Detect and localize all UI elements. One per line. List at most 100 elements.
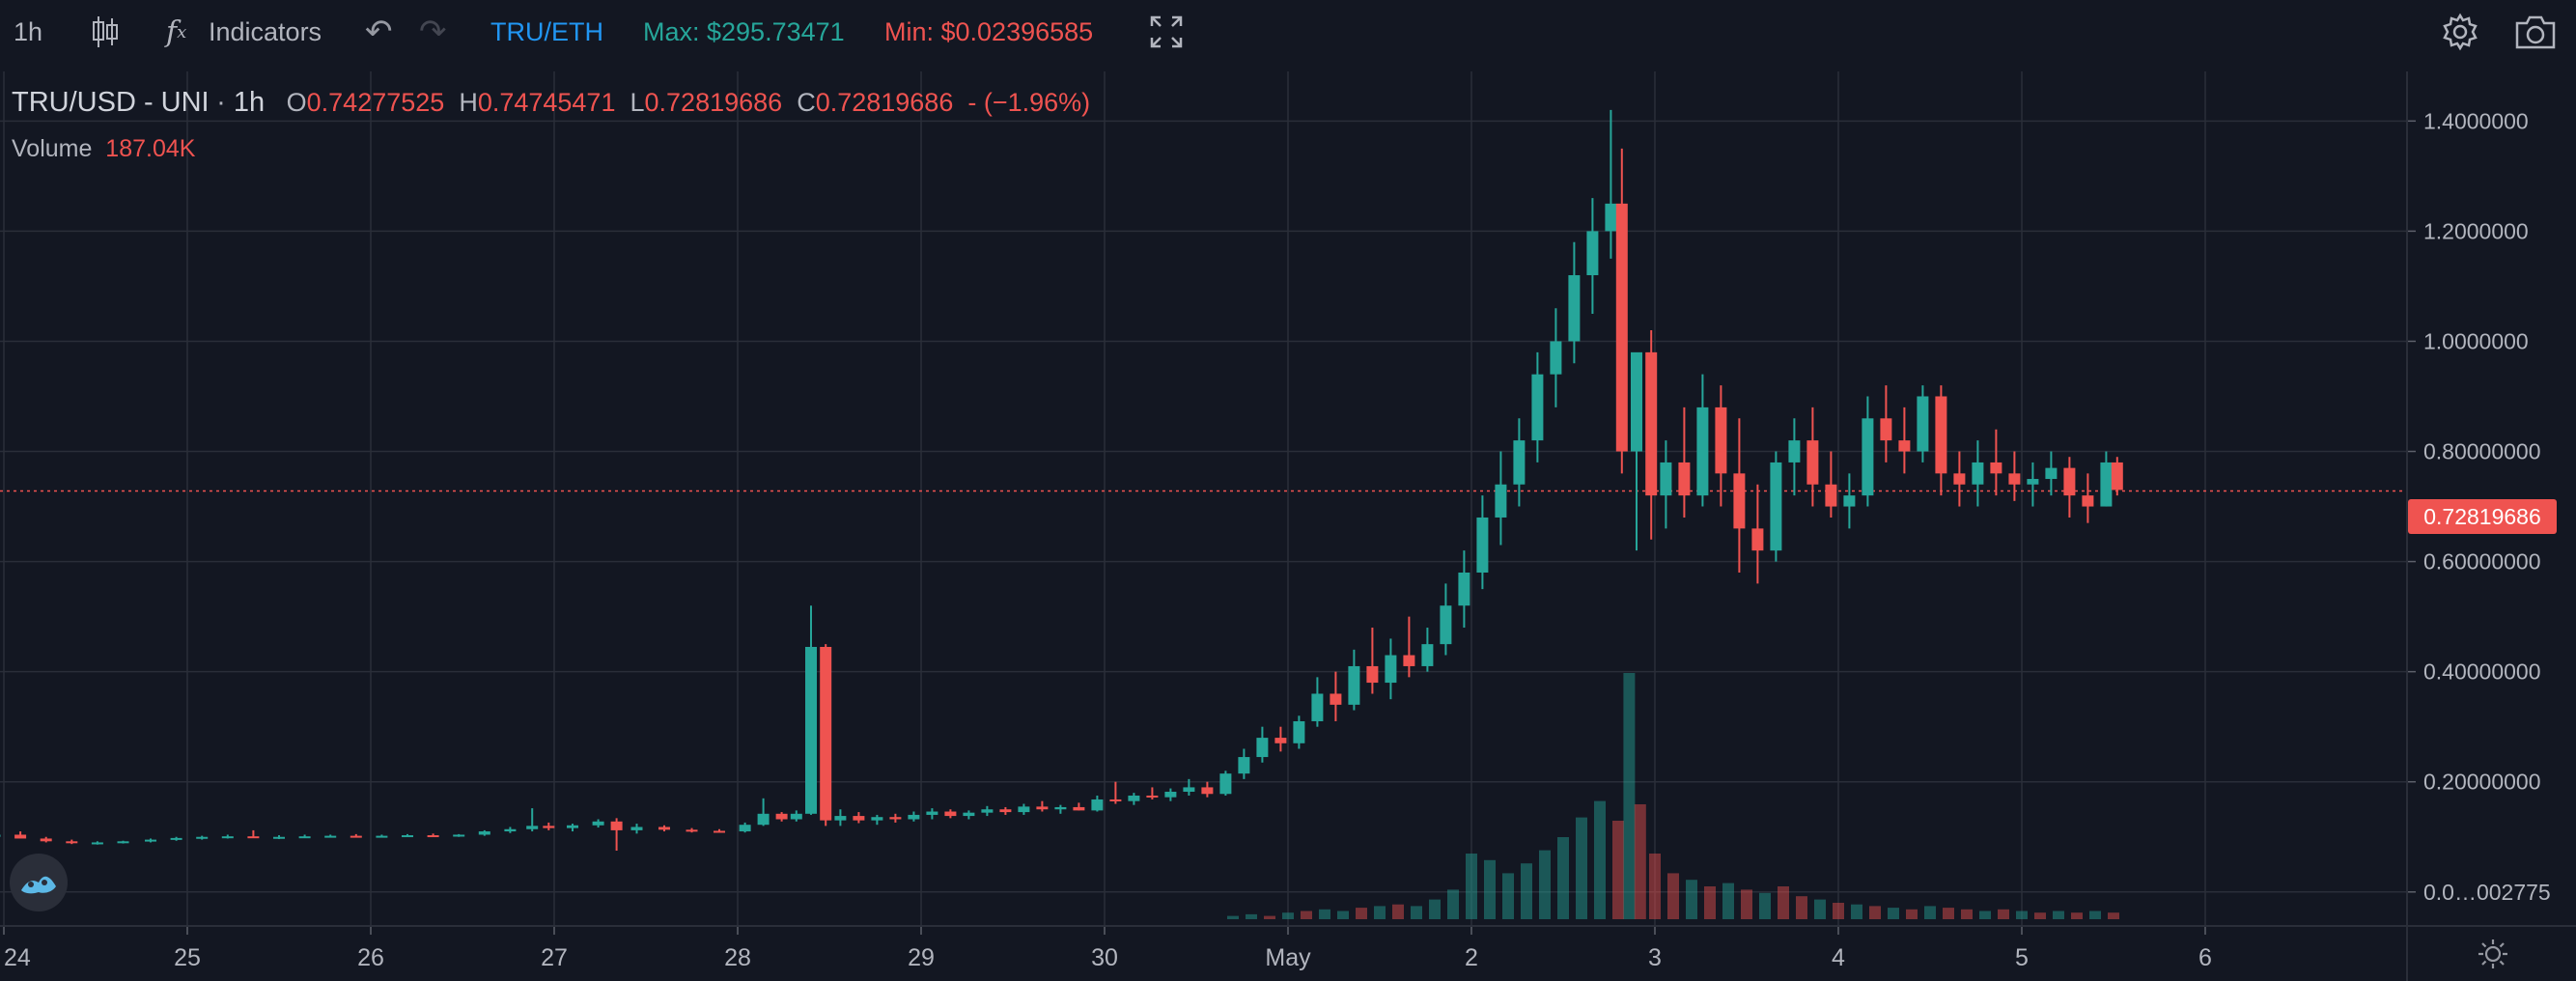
candle-body (1458, 572, 1470, 606)
fullscreen-icon[interactable] (1147, 14, 1186, 50)
candle-body (2111, 462, 2123, 490)
symbol-title[interactable]: TRU/USD - UNI (12, 87, 210, 118)
candle-body (1495, 484, 1507, 518)
max-label: Max: $295.73471 (643, 16, 845, 46)
time-tick-label: 29 (908, 944, 935, 971)
last-price-label: 0.72819686 (2408, 499, 2557, 534)
volume-bar (1576, 817, 1587, 919)
candle-body (1091, 799, 1104, 811)
volume-bar (1466, 854, 1477, 919)
candle-body (221, 836, 234, 839)
volume-bar (1392, 904, 1404, 919)
price-tick-label: 0.60000000 (2423, 549, 2541, 575)
price-chart[interactable] (0, 71, 2406, 925)
candle-body (1531, 374, 1544, 441)
volume-bar (1484, 859, 1496, 919)
candle-body (1972, 462, 1984, 485)
volume-bar (1869, 906, 1881, 919)
candle-body (790, 813, 802, 820)
volume-bar (1686, 880, 1697, 919)
candle-body (2027, 479, 2039, 485)
candle-body (889, 817, 902, 820)
candle-body (1660, 462, 1672, 496)
volume-bar (1704, 886, 1716, 919)
candle-body (871, 817, 883, 821)
volume-bar (1741, 889, 1752, 919)
volume-bar (1833, 903, 1844, 919)
candle-body (981, 809, 994, 813)
candle-body (1018, 806, 1030, 813)
candle-body (1476, 517, 1489, 573)
candle-body (2082, 495, 2094, 507)
candle-body (543, 826, 555, 828)
candle-body (1806, 440, 1819, 485)
volume-bar (1979, 911, 1991, 919)
candle-body (324, 835, 337, 838)
indicators-button[interactable]: Indicators (209, 16, 322, 46)
candle-body (1990, 462, 2002, 474)
interval-button[interactable]: 1h (14, 16, 43, 46)
min-label: Min: $0.02396585 (884, 16, 1094, 46)
open-label: O (286, 88, 307, 117)
candle-body (739, 825, 751, 832)
candle-body (0, 834, 1, 837)
candle-body (196, 836, 209, 839)
time-tick-label: 3 (1648, 944, 1662, 971)
candle-body (1513, 440, 1526, 485)
volume-bar (1924, 906, 1936, 919)
volume-bar (2053, 911, 2064, 919)
volume-bar (1612, 821, 1624, 919)
time-axis[interactable]: 24 25 26 27 28 29 30 May 2 3 4 5 6 (0, 925, 2406, 981)
undo-icon[interactable]: ↶ (365, 14, 393, 50)
candle-body (999, 809, 1012, 813)
candle-body (273, 836, 285, 839)
volume-bar (1301, 911, 1312, 919)
candle-body (1238, 757, 1250, 774)
candle-body (1550, 341, 1562, 375)
gear-icon[interactable] (2441, 13, 2479, 51)
candle-body (1770, 462, 1782, 551)
volume-bar (1557, 837, 1569, 919)
candle-body (1843, 495, 1856, 507)
time-tick-label: May (1265, 944, 1311, 971)
volume-bar (1264, 915, 1275, 919)
camera-icon[interactable] (2514, 14, 2557, 50)
candle-body (66, 841, 78, 844)
logo-icon[interactable] (10, 854, 68, 911)
time-tick-label: 25 (174, 944, 201, 971)
time-tick-label: 6 (2198, 944, 2212, 971)
candle-body (478, 831, 490, 835)
candle-body (14, 834, 27, 839)
candle-body (1645, 351, 1658, 496)
sun-icon (2478, 939, 2507, 968)
low-label: L (630, 88, 645, 117)
redo-icon[interactable]: ↷ (419, 14, 447, 50)
close-value: 0.72819686 (815, 88, 954, 117)
volume-bar (1337, 911, 1349, 919)
candle-body (1898, 440, 1911, 452)
volume-bar (1374, 906, 1386, 919)
compare-symbol[interactable]: TRU/ETH (490, 16, 603, 46)
candle-body (1274, 738, 1287, 743)
time-tick-label: 28 (724, 944, 751, 971)
volume-label[interactable]: Volume (12, 135, 93, 162)
candle-body (805, 646, 817, 814)
price-tick-label: 1.2000000 (2423, 218, 2529, 243)
candle-body (1715, 406, 1727, 474)
candle-body (1311, 693, 1324, 721)
time-tick-label: 30 (1091, 944, 1118, 971)
volume-bar (2071, 912, 2083, 919)
candle-body (1678, 462, 1691, 496)
volume-bar (1759, 892, 1771, 919)
candle-body (2045, 467, 2058, 480)
open-value: 0.74277525 (306, 88, 445, 117)
candle-body (350, 835, 362, 838)
price-tick-label: 1.4000000 (2423, 108, 2529, 133)
candles-icon[interactable] (89, 14, 122, 50)
price-axis[interactable]: 1.4000000 1.2000000 1.0000000 0.80000000 0.6… (2406, 71, 2576, 925)
axis-settings[interactable] (2406, 925, 2576, 981)
candle-body (2063, 467, 2076, 496)
candle-body (117, 841, 129, 844)
candle-body (1880, 418, 1892, 441)
